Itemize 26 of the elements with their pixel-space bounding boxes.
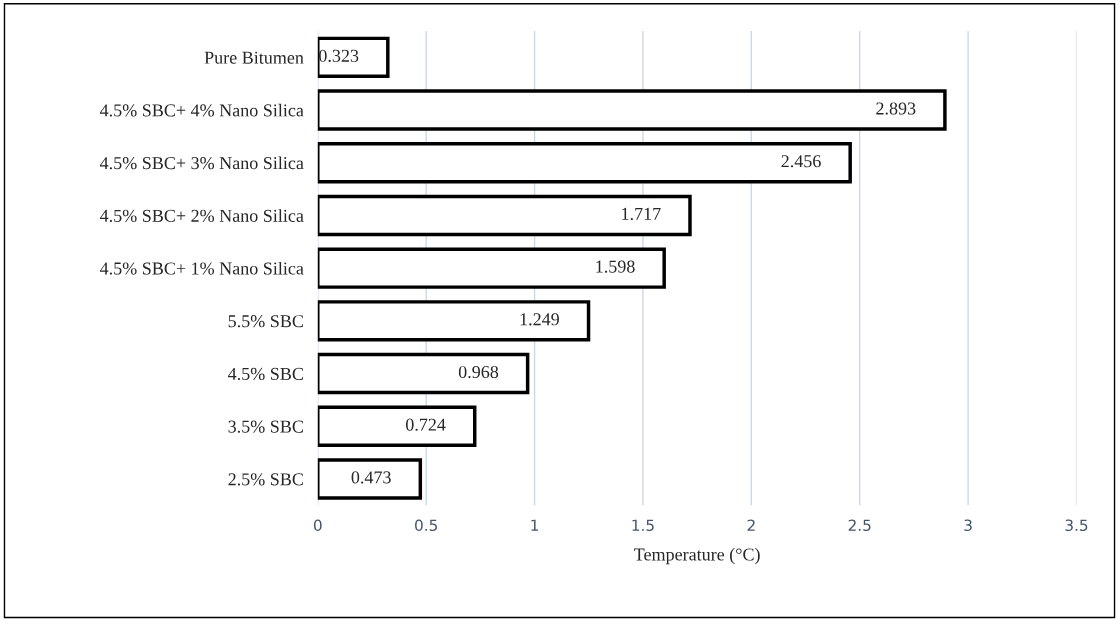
y-tick-label: 4.5% SBC+ 1% Nano Silica: [99, 261, 304, 275]
x-tick-label: 0.5: [415, 519, 437, 532]
x-tick-label: 0: [313, 519, 322, 532]
x-tick-label: 2.5: [848, 519, 871, 532]
data-label: 0.724: [405, 418, 446, 431]
x-axis-title: Temperature (°C): [634, 547, 760, 565]
y-tick-label: 3.5% SBC: [228, 420, 303, 433]
y-tick-label: 2.5% SBC: [228, 473, 303, 486]
data-label: 2.893: [876, 102, 916, 115]
y-tick-label: 4.5% SBC+ 2% Nano Silica: [99, 209, 304, 222]
y-tick-label: Pure Bitumen: [204, 51, 304, 64]
y-tick-label: 4.5% SBC+ 4% Nano Silica: [99, 103, 304, 117]
y-tick-label: 4.5% SBC: [228, 367, 303, 381]
data-label: 0.968: [458, 365, 499, 379]
data-label: 0.473: [351, 471, 391, 484]
data-label: 2.456: [781, 155, 821, 168]
y-tick-label: 4.5% SBC+ 3% Nano Silica: [99, 156, 304, 170]
x-tick-label: 3.5: [1065, 519, 1088, 532]
data-label: 1.598: [596, 260, 635, 273]
data-label: 1.717: [622, 207, 661, 221]
data-label: 1.249: [520, 313, 559, 326]
x-tick-label: 3: [964, 519, 972, 532]
x-tick-label: 2: [747, 519, 755, 531]
x-tick-label: 1: [531, 519, 539, 531]
y-tick-label: 5.5% SBC: [228, 315, 303, 328]
x-tick-label: 1.5: [632, 519, 654, 532]
